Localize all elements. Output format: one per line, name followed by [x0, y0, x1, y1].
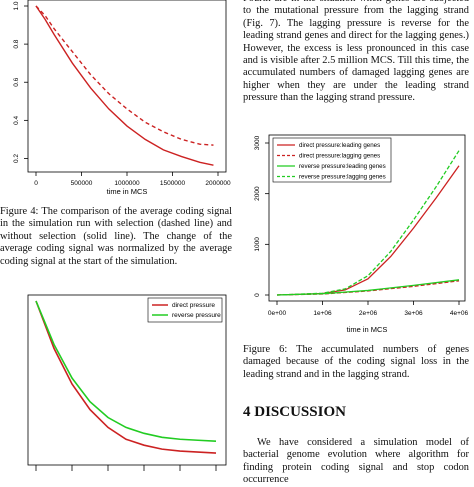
figure4-x-tick-label: 0 — [34, 180, 38, 187]
figure4-chart: 0 500000 1000000 1500000 2000000 0.2 0.4 0.6 0.8… — [13, 0, 231, 196]
figure6-series-0 — [276, 165, 460, 296]
figure6-y-tick-label: 2000 — [254, 186, 261, 201]
figure6-x-tick-label: 3e+06 — [404, 310, 423, 317]
figure4-series-dashed — [35, 5, 214, 146]
figure5-series-0 — [35, 300, 217, 454]
figure6-y-tick-label: 1000 — [254, 237, 261, 252]
figure6-series-3 — [276, 150, 460, 296]
figure6-x-axis-label: time in MCS — [347, 325, 388, 334]
figure5-legend-box — [147, 297, 223, 323]
figure6-y-tick-label: 3000 — [254, 135, 261, 150]
figure6-legend: direct pressure:leading genes direct pres… — [272, 137, 392, 183]
figure5-plot-frame — [27, 294, 227, 466]
figure6-plot-frame — [268, 134, 466, 302]
figure5-legend: direct pressure reverse pressure — [147, 297, 223, 323]
figure4-caption: Figure 4: The comparison of the average … — [0, 206, 232, 267]
figure6-chart: 0e+00 1e+06 2e+06 3e+06 4e+06 0 1000 2000 3000 d… — [254, 134, 469, 334]
figure6-legend-label: reverse pressure:lagging genes — [299, 174, 386, 181]
figure4-y-tick-label: 1.0 — [13, 1, 20, 10]
figure6-x-tick-label: 1e+06 — [313, 310, 332, 317]
figure4-x-tick-label: 2000000 — [205, 180, 231, 187]
figure5-legend-label: direct pressure — [172, 302, 215, 309]
figure4-plot-frame — [27, 0, 227, 173]
figure6-legend-label: direct pressure:lagging genes — [299, 153, 380, 160]
figure4-y-tick-label: 0.4 — [13, 115, 20, 124]
figure4-y-tick-label: 0.2 — [13, 154, 20, 163]
figure6-series-2 — [276, 279, 460, 296]
discussion-paragraph: We have considered a simulation model of… — [243, 437, 469, 486]
figure5-legend-label: reverse pressure — [172, 312, 221, 319]
figure6-x-tick-label: 0e+00 — [268, 310, 287, 317]
figure4-x-tick-label: 500000 — [71, 180, 93, 187]
figure6-x-tick-label: 4e+06 — [450, 310, 469, 317]
figure6-y-tick-label: 0 — [254, 293, 261, 297]
figure4-x-tick-label: 1500000 — [160, 180, 186, 187]
section-heading-discussion: 4 DISCUSSION — [243, 404, 346, 420]
figure5-series-1 — [35, 300, 217, 443]
figure5-chart: direct pressure reverse pressure — [27, 294, 227, 471]
figure6-x-tick-label: 2e+06 — [359, 310, 378, 317]
figure4-y-tick-label: 0.8 — [13, 39, 20, 48]
figure4-x-tick-label: 1000000 — [114, 180, 140, 187]
figure4-x-axis-label: time in MCS — [107, 187, 148, 196]
figure4-series-solid — [35, 5, 214, 166]
figure6-legend-label: reverse pressure:leading genes — [299, 163, 386, 170]
figure6-caption: Figure 6: The accumulated numbers of gen… — [243, 344, 469, 380]
figure4-y-tick-label: 0.6 — [13, 77, 20, 86]
top-paragraph: Fourth are in the situation when genes a… — [243, 0, 469, 104]
figure6-legend-label: direct pressure:leading genes — [299, 142, 380, 149]
